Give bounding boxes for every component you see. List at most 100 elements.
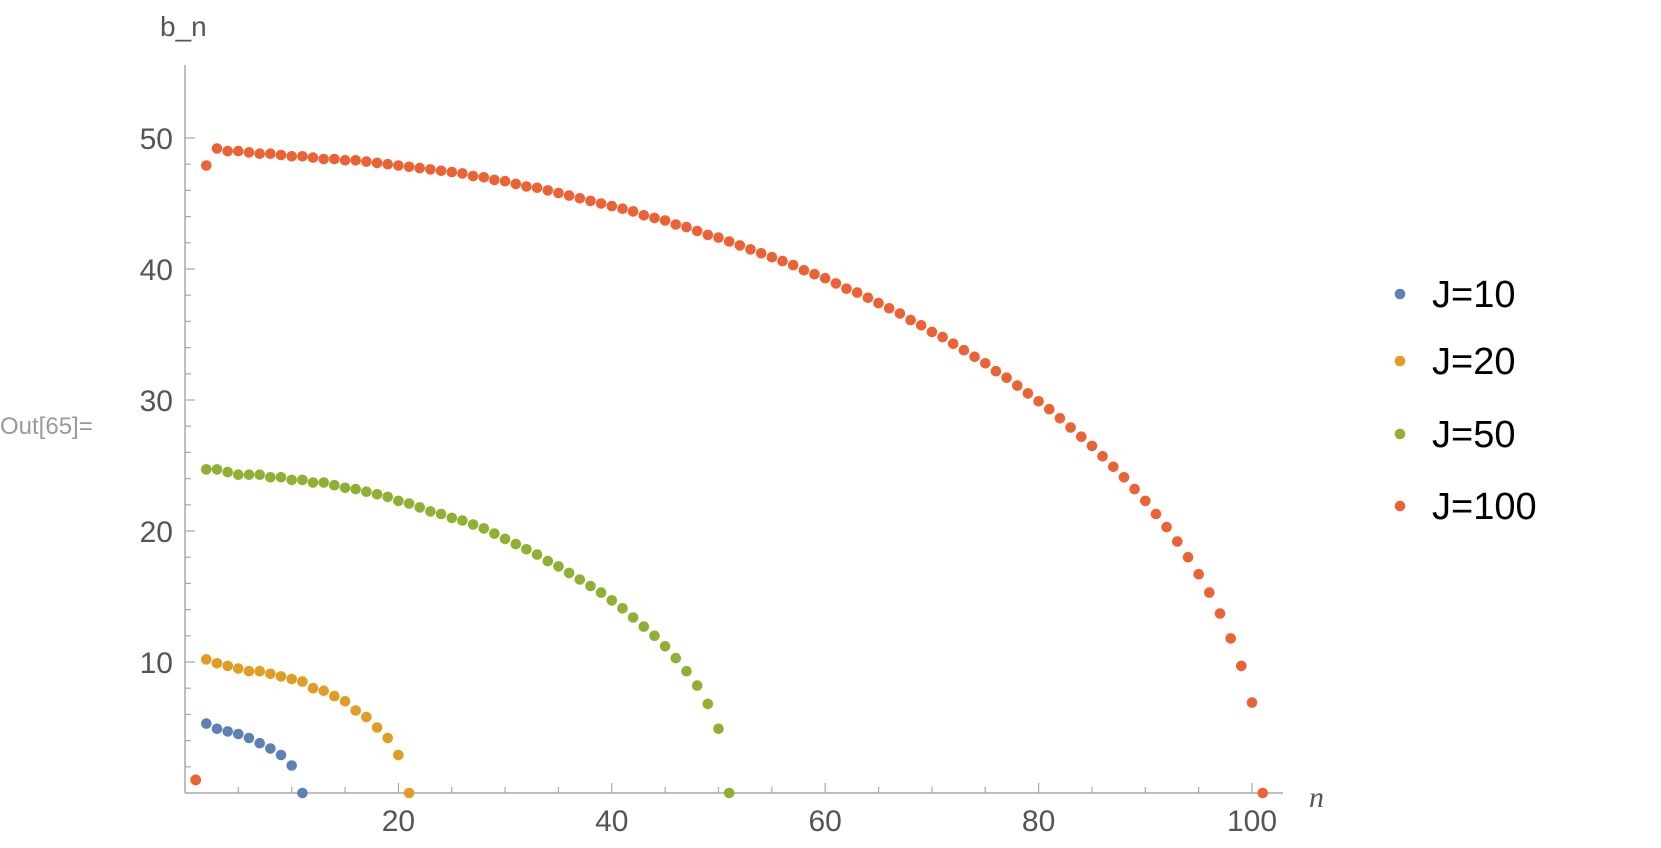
data-point: [307, 477, 319, 488]
data-point: [1182, 551, 1194, 563]
data-point: [649, 212, 660, 224]
data-point: [446, 512, 458, 524]
data-point: [275, 749, 287, 761]
data-point: [542, 555, 554, 567]
data-point: [574, 574, 586, 585]
data-point: [339, 482, 351, 494]
legend-label: J=20: [1432, 341, 1515, 383]
legend-marker: [1394, 288, 1406, 300]
data-point: [254, 148, 265, 159]
data-point: [254, 469, 265, 481]
x-axis-title: n: [1309, 781, 1324, 814]
axis-ticks: 20 40 60 80 100 10 20 30 40 50: [140, 123, 1277, 838]
data-point: [574, 193, 586, 204]
data-point: [265, 148, 276, 159]
data-point: [1214, 608, 1226, 619]
data-point: [478, 172, 490, 183]
data-point: [201, 464, 212, 475]
data-point: [243, 147, 255, 158]
data-point: [798, 265, 810, 276]
data-point: [830, 278, 842, 289]
data-point: [201, 718, 212, 729]
data-point: [937, 331, 948, 343]
data-point: [659, 641, 671, 652]
series-j-10: [190, 718, 308, 799]
data-point: [723, 787, 735, 799]
data-point: [201, 654, 212, 665]
data-point: [553, 561, 564, 572]
data-point: [329, 153, 340, 165]
data-point: [617, 603, 628, 614]
data-point: [617, 203, 628, 214]
data-point: [286, 673, 298, 685]
data-point: [350, 155, 362, 166]
data-point: [233, 663, 244, 674]
data-point: [1108, 461, 1119, 473]
data-point: [1086, 440, 1098, 452]
data-point: [990, 365, 1002, 377]
series-j-20: [190, 654, 415, 799]
data-point: [489, 174, 500, 186]
data-point: [1225, 633, 1236, 644]
data-point: [670, 652, 682, 664]
data-point: [499, 533, 511, 545]
data-point: [787, 259, 799, 271]
data-point: [713, 232, 724, 243]
data-point: [980, 358, 991, 369]
data-point: [403, 787, 415, 799]
data-point: [873, 297, 884, 309]
data-point: [510, 178, 522, 190]
data-point: [467, 170, 479, 182]
data-point: [766, 251, 778, 263]
data-point: [521, 544, 532, 555]
data-point: [627, 206, 639, 217]
data-point: [862, 292, 874, 304]
data-point: [286, 760, 298, 771]
data-point: [723, 236, 735, 247]
data-point: [297, 676, 308, 687]
data-point: [1022, 388, 1034, 399]
data-point: [915, 320, 927, 331]
data-point: [851, 287, 863, 298]
data-point: [595, 587, 607, 598]
data-point: [969, 351, 980, 363]
data-point: [233, 469, 244, 481]
data-point: [222, 466, 233, 478]
data-point: [275, 671, 287, 682]
data-point: [841, 283, 852, 295]
data-point: [286, 151, 298, 162]
data-point: [307, 682, 319, 694]
data-point: [265, 668, 276, 680]
x-tick-label: 20: [382, 805, 415, 838]
data-point: [329, 479, 340, 491]
legend-marker: [1394, 428, 1406, 440]
data-point: [382, 158, 394, 170]
data-point: [1097, 451, 1108, 462]
data-point: [329, 690, 340, 702]
data-point: [627, 612, 639, 623]
series-j-100: [190, 143, 1268, 799]
data-point: [371, 489, 383, 500]
data-point: [403, 498, 415, 509]
data-point: [361, 156, 372, 167]
data-point: [371, 722, 383, 733]
data-point: [563, 190, 575, 201]
data-point: [222, 726, 233, 737]
x-tick-label: 40: [595, 805, 628, 838]
data-point: [531, 182, 543, 194]
data-point: [211, 464, 223, 475]
data-point: [531, 549, 543, 560]
data-point: [446, 166, 458, 178]
data-point: [1054, 413, 1066, 424]
data-point: [211, 723, 223, 735]
data-point: [243, 469, 255, 481]
data-point: [585, 580, 596, 592]
data-point: [275, 472, 287, 483]
data-point: [222, 660, 233, 672]
data-point: [691, 225, 703, 237]
data-point: [297, 787, 308, 799]
data-point: [691, 680, 703, 691]
data-point: [1204, 587, 1215, 598]
data-point: [638, 621, 650, 632]
data-point: [361, 486, 372, 498]
